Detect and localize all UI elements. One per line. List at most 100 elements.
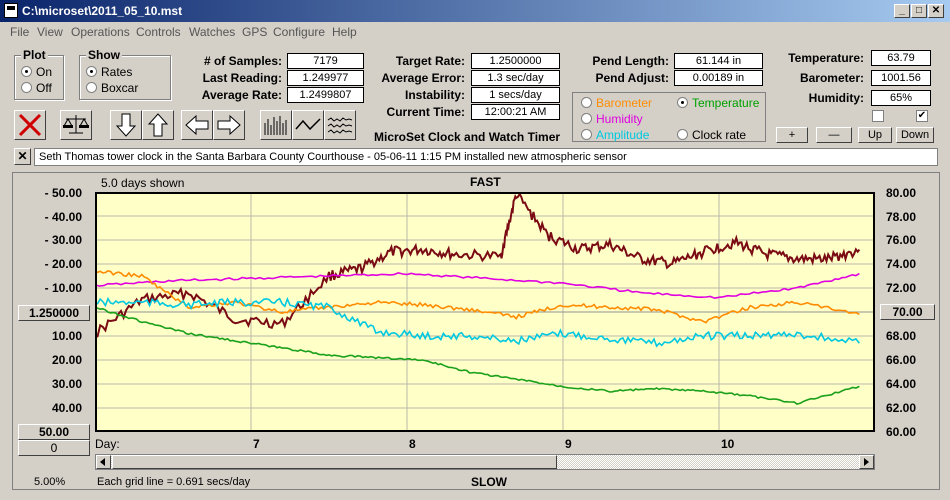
note-field[interactable]: Seth Thomas tower clock in the Santa Bar…: [34, 148, 938, 166]
average-rate-field: 1.2499807: [287, 87, 364, 103]
right-tick-label: 72.00: [886, 281, 917, 295]
left-tick-label: 10.00: [51, 329, 82, 343]
barometer-label: Barometer: [596, 96, 653, 110]
radio-dot-icon: [581, 113, 592, 124]
right-tick-label: 74.00: [886, 257, 917, 271]
show-boxcar-label: Boxcar: [101, 81, 139, 95]
histogram-icon: [264, 116, 287, 135]
current-time-field: 12:00:21 AM: [471, 104, 560, 120]
minus-button[interactable]: —: [816, 127, 852, 143]
title-bar: C:\microset\2011_05_10.mst _ □ ✕: [0, 0, 950, 22]
plot-off-label: Off: [36, 81, 52, 95]
barometer-reading-label: Barometer:: [799, 71, 864, 85]
plot-on-radio[interactable]: On: [21, 65, 52, 79]
checkbox-left[interactable]: [872, 110, 884, 122]
temperature-radio[interactable]: Temperature: [677, 96, 759, 110]
menu-watches[interactable]: Watches: [189, 25, 236, 39]
amplitude-label: Amplitude: [596, 128, 650, 142]
center-temp-button[interactable]: 70.00: [880, 304, 935, 320]
right-tick-label: 62.00: [886, 401, 917, 415]
right-tick-label: 76.00: [886, 233, 917, 247]
scroll-right-arrow[interactable]: [859, 455, 874, 469]
show-boxcar-radio[interactable]: Boxcar: [86, 81, 138, 95]
instability-label: Instability:: [404, 88, 465, 102]
show-rates-radio[interactable]: Rates: [86, 65, 132, 79]
left-tick-label: 40.00: [51, 401, 82, 415]
pend-length-label: Pend Length:: [592, 54, 669, 68]
noise-plot-button[interactable]: [324, 110, 356, 140]
close-button[interactable]: ✕: [928, 4, 944, 18]
down-button[interactable]: Down: [896, 127, 934, 143]
arrow-right-icon: [217, 114, 241, 136]
move-down-button[interactable]: [110, 110, 142, 140]
up-button[interactable]: Up: [858, 127, 892, 143]
pend-length-field: 61.144 in: [674, 53, 763, 69]
maximize-button[interactable]: □: [911, 4, 927, 18]
center-rate-button[interactable]: 1.250000: [18, 305, 90, 321]
scroll-left-button[interactable]: [181, 110, 213, 140]
scroll-right-button[interactable]: [213, 110, 245, 140]
triangle-left-icon: [100, 458, 105, 466]
instability-field: 1 secs/day: [471, 87, 560, 103]
line-plot-button[interactable]: [292, 110, 324, 140]
left-tick-label: 30.00: [51, 377, 82, 391]
series-line-humidity: [95, 272, 860, 300]
average-error-field: 1.3 sec/day: [471, 70, 560, 86]
right-tick-label: 60.00: [886, 425, 917, 439]
clock-rate-label: Clock rate: [692, 128, 747, 142]
scroll-value-box[interactable]: 0: [18, 440, 90, 456]
balance-scale-icon: [63, 115, 89, 134]
zoom-level: 5.00%: [34, 476, 66, 488]
menu-operations[interactable]: Operations: [71, 25, 130, 39]
plot-off-radio[interactable]: Off: [21, 81, 52, 95]
balance-button[interactable]: [60, 110, 92, 140]
scroll-thumb[interactable]: [112, 455, 557, 469]
plot-frame: [95, 192, 875, 432]
right-tick-label: 66.00: [886, 353, 917, 367]
clock-rate-radio[interactable]: Clock rate: [677, 128, 746, 142]
amplitude-radio[interactable]: Amplitude: [581, 128, 649, 142]
move-up-button[interactable]: [142, 110, 174, 140]
menu-help[interactable]: Help: [332, 25, 357, 39]
left-tick-label: 20.00: [51, 353, 82, 367]
menu-view[interactable]: View: [37, 25, 63, 39]
temperature-label: Temperature: [692, 96, 760, 110]
triangle-right-icon: [864, 458, 869, 466]
clear-note-button[interactable]: ✕: [14, 148, 31, 165]
scroll-left-arrow[interactable]: [96, 455, 111, 469]
fast-label: FAST: [470, 175, 501, 189]
menu-configure[interactable]: Configure: [273, 25, 326, 39]
rate-chart: [95, 192, 875, 432]
current-time-label: Current Time:: [386, 105, 465, 119]
samples-label: # of Samples:: [203, 54, 282, 68]
days-shown: 5.0 days shown: [101, 176, 185, 190]
radio-dot-icon: [86, 82, 97, 93]
red-x-icon: [18, 113, 42, 137]
stop-button[interactable]: [14, 110, 46, 140]
target-rate-field[interactable]: 1.2500000: [471, 53, 560, 69]
humidity-radio[interactable]: Humidity: [581, 112, 643, 126]
menu-gps[interactable]: GPS: [242, 25, 268, 39]
bottom-rate-button[interactable]: 50.00: [18, 424, 90, 440]
menu-file[interactable]: File: [10, 25, 30, 39]
day-label: Day:: [95, 437, 120, 451]
series-line-temperature: [95, 307, 860, 405]
right-tick-label: 64.00: [886, 377, 917, 391]
radio-dot-icon: [21, 82, 32, 93]
slow-label: SLOW: [471, 475, 507, 489]
minimize-button[interactable]: _: [894, 4, 910, 18]
humidity-label: Humidity: [596, 112, 643, 126]
average-rate-label: Average Rate:: [201, 88, 282, 102]
checkbox-right[interactable]: ✔: [916, 110, 928, 122]
menu-controls[interactable]: Controls: [136, 25, 181, 39]
left-tick-label: - 40.00: [44, 210, 82, 224]
barometer-radio[interactable]: Barometer: [581, 96, 652, 110]
plot-on-label: On: [36, 65, 53, 79]
x-tick-label: 10: [721, 437, 735, 451]
grid-note: Each grid line = 0.691 secs/day: [97, 476, 251, 488]
horizontal-scrollbar[interactable]: [95, 454, 875, 470]
plus-button[interactable]: +: [776, 127, 808, 143]
radio-dot-icon: [581, 97, 592, 108]
temperature-reading-label: Temperature:: [788, 51, 864, 65]
histogram-button[interactable]: [260, 110, 292, 140]
